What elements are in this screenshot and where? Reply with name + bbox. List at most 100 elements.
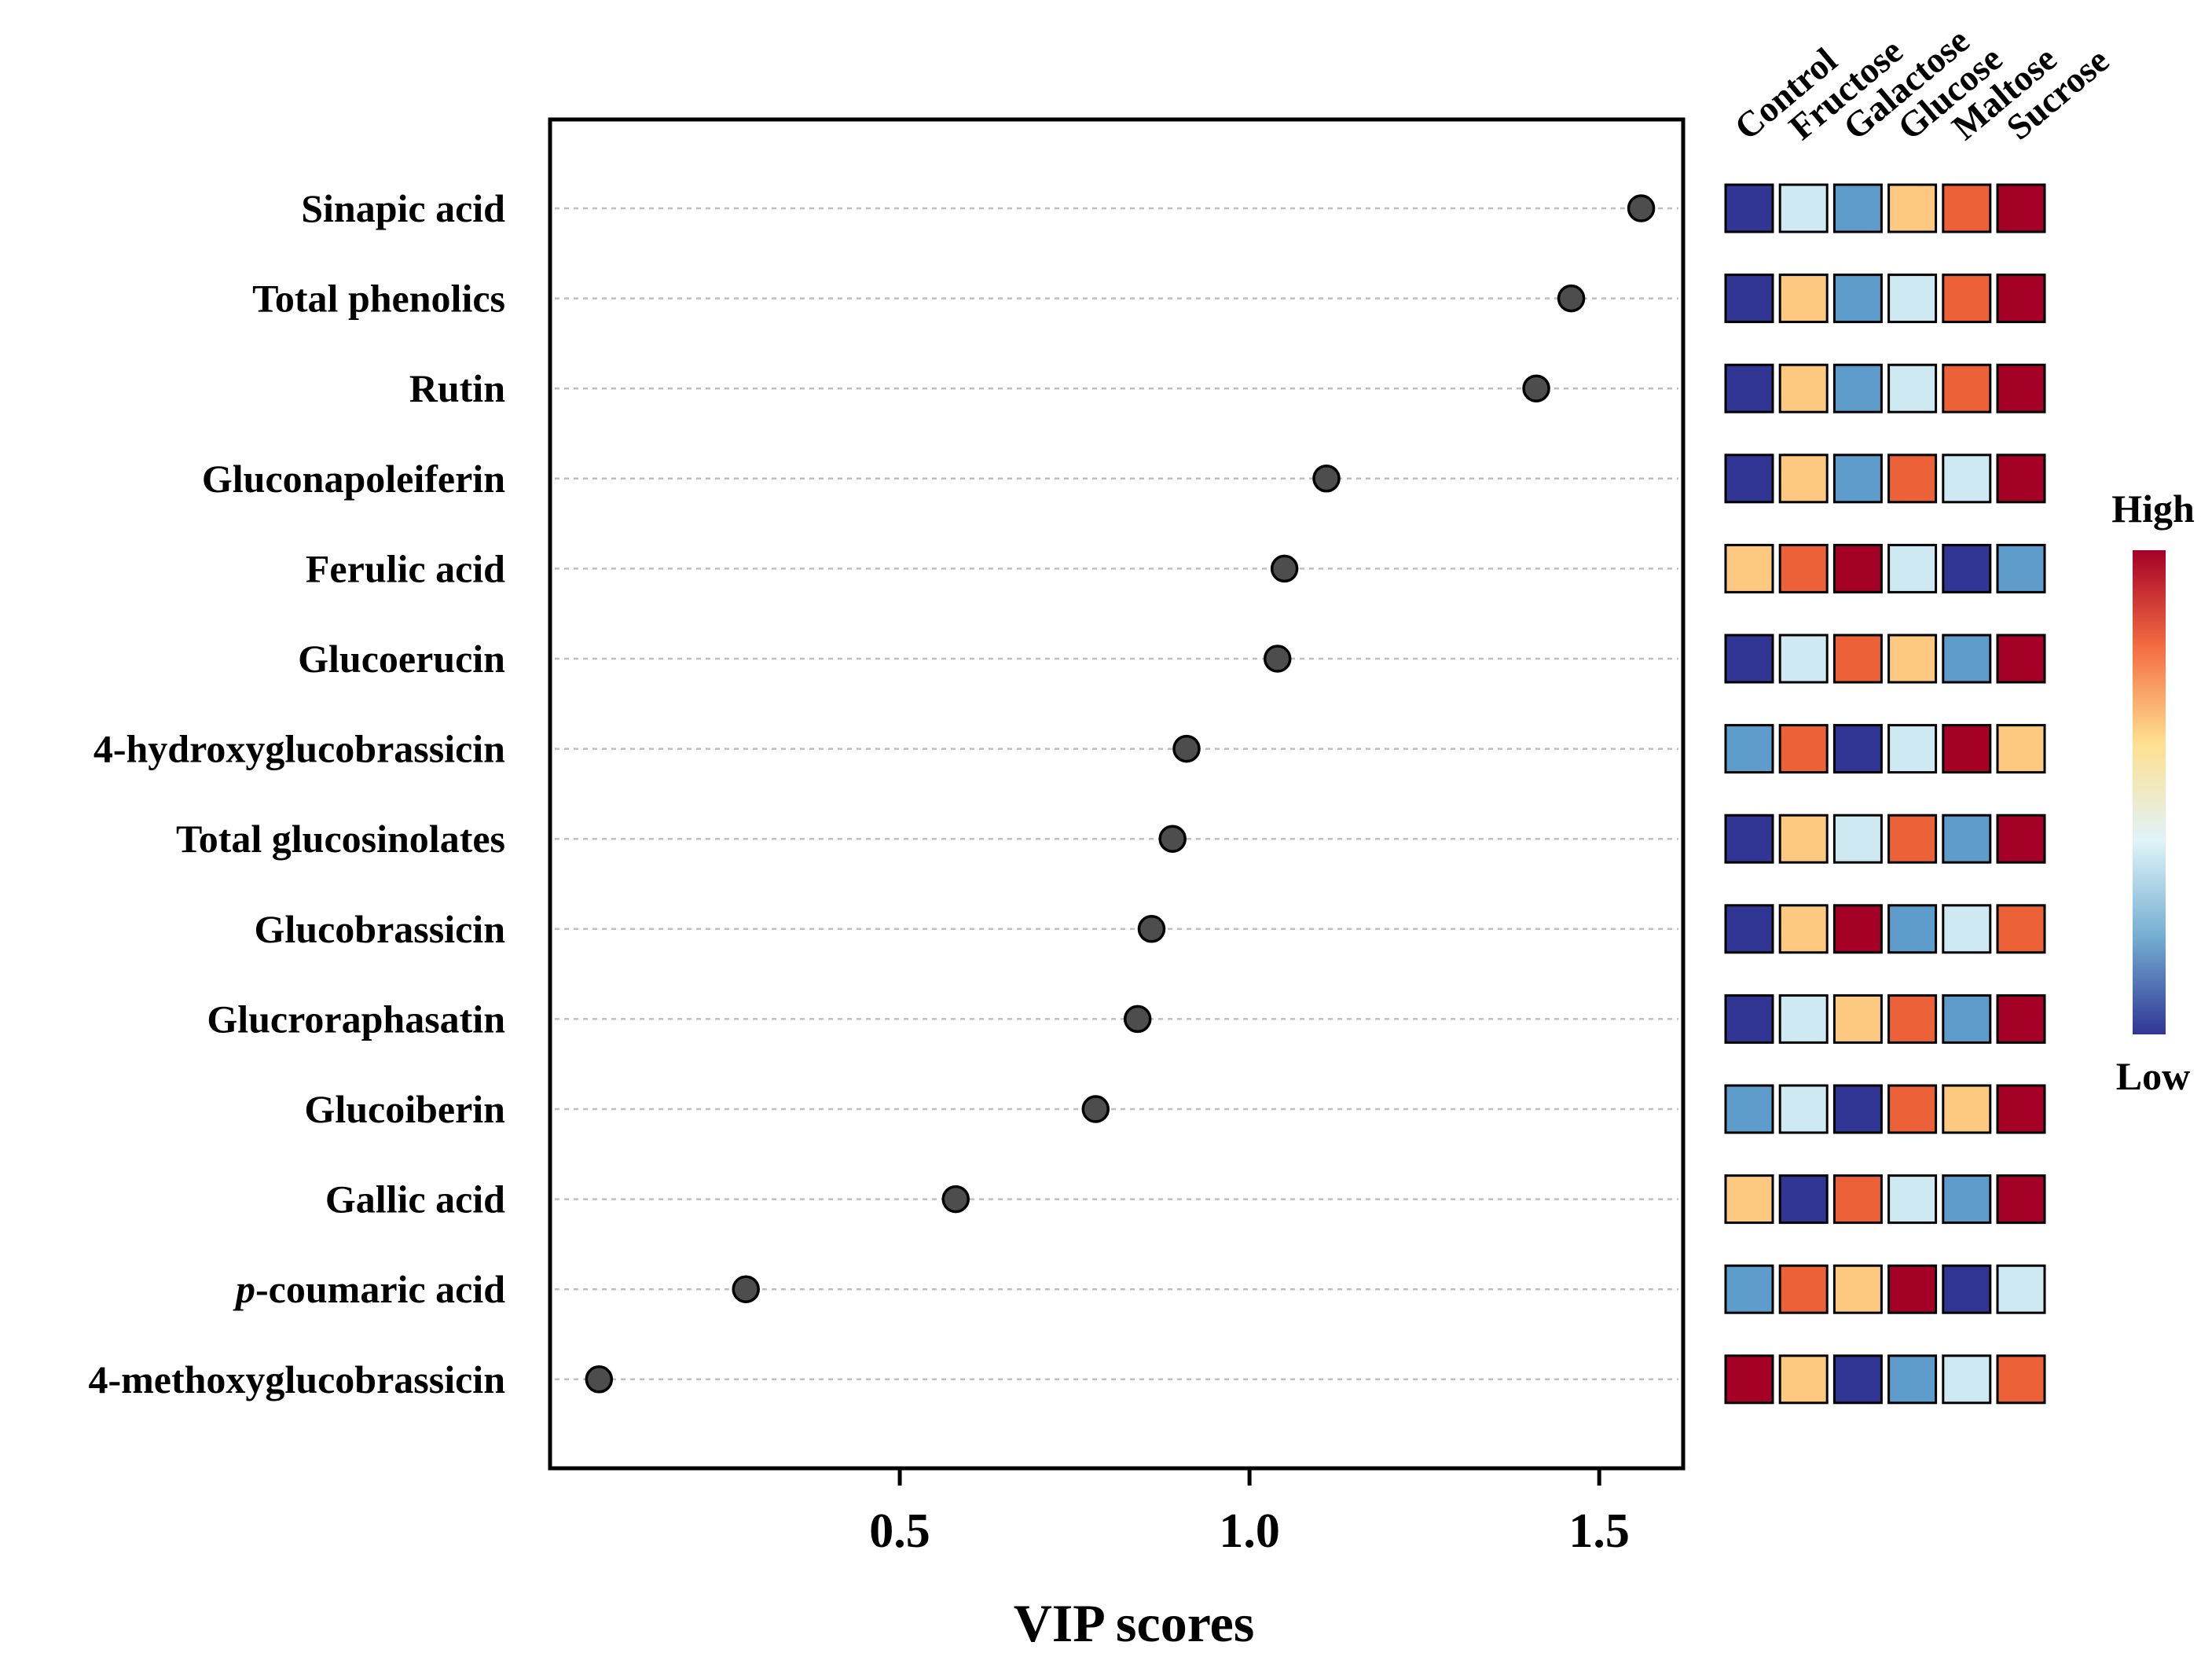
heatmap-cell xyxy=(1942,1264,1992,1314)
heatmap-cell xyxy=(1887,1354,1938,1405)
x-axis-title: VIP scores xyxy=(1014,1593,1255,1653)
heatmap-cell xyxy=(1887,814,1938,864)
heatmap-cell xyxy=(1996,724,2046,774)
heatmap-cell xyxy=(1778,724,1829,774)
heatmap-cell xyxy=(1887,994,1938,1044)
compound-label: Total phenolics xyxy=(252,277,505,321)
heatmap-cell xyxy=(1996,634,2046,684)
heatmap-cell xyxy=(1724,814,1774,864)
heatmap-cell xyxy=(1887,274,1938,324)
compound-label: p-coumaric acid xyxy=(233,1267,505,1311)
heatmap-cell xyxy=(1832,634,1883,684)
heatmap-cell xyxy=(1996,814,2046,864)
heatmap-cell xyxy=(1942,724,1992,774)
heatmap-cell xyxy=(1778,634,1829,684)
heatmap-cell xyxy=(1724,1174,1774,1225)
heatmap-cell xyxy=(1942,183,1992,233)
heatmap-cell xyxy=(1887,1084,1938,1134)
heatmap-cell xyxy=(1832,543,1883,593)
heatmap-cell xyxy=(1887,454,1938,504)
vip-point xyxy=(941,1185,970,1214)
heatmap-cell xyxy=(1832,814,1883,864)
heatmap-cell xyxy=(1778,994,1829,1044)
compound-label: 4-methoxyglucobrassicin xyxy=(88,1357,505,1401)
x-tick-label: 1.5 xyxy=(1568,1504,1630,1558)
heatmap-cell xyxy=(1942,634,1992,684)
vip-point xyxy=(1263,645,1292,673)
heatmap-cell xyxy=(1942,363,1992,413)
heatmap-cell xyxy=(1996,274,2046,324)
heatmap-cell xyxy=(1887,543,1938,593)
compound-label: Gallic acid xyxy=(325,1177,505,1221)
heatmap-cell xyxy=(1996,1174,2046,1225)
vip-point xyxy=(1522,374,1550,402)
heatmap-cell xyxy=(1942,274,1992,324)
heatmap-cell xyxy=(1832,363,1883,413)
legend-high-label: High xyxy=(2111,487,2195,531)
x-axis: 0.5 1.0 1.5 xyxy=(869,1468,1630,1558)
heatmap-cell xyxy=(1996,363,2046,413)
heatmap-cell xyxy=(1942,543,1992,593)
heatmap-cell xyxy=(1778,1264,1829,1314)
heatmap-cell xyxy=(1832,1264,1883,1314)
heatmap-cell xyxy=(1778,363,1829,413)
vip-point xyxy=(1172,734,1201,763)
color-legend: High Low xyxy=(2111,487,2195,1098)
vip-points xyxy=(585,194,1656,1394)
compound-label: Glucoiberin xyxy=(304,1087,505,1131)
heatmap-cell xyxy=(1724,904,1774,954)
legend-gradient-bar xyxy=(2133,550,2166,1034)
heatmap-cell xyxy=(1887,183,1938,233)
heatmap-cell xyxy=(1832,1354,1883,1405)
vip-point xyxy=(1123,1005,1152,1034)
heatmap-cell xyxy=(1996,904,2046,954)
legend-low-label: Low xyxy=(2116,1054,2190,1098)
vip-point xyxy=(1081,1095,1110,1123)
heatmap-cell xyxy=(1996,454,2046,504)
heatmap-cell xyxy=(1778,1354,1829,1405)
heatmap-cell xyxy=(1887,724,1938,774)
vip-point xyxy=(1627,194,1656,222)
compound-label: Glucoerucin xyxy=(298,637,505,681)
heatmap-cell xyxy=(1887,1174,1938,1225)
x-tick-label: 1.0 xyxy=(1219,1504,1280,1558)
heatmap-cell xyxy=(1724,1354,1774,1405)
heatmap-cell xyxy=(1887,904,1938,954)
heatmap-cell xyxy=(1887,634,1938,684)
heatmap-cell xyxy=(1942,814,1992,864)
compound-label: 4-hydroxyglucobrassicin xyxy=(94,727,505,771)
x-tick-label: 0.5 xyxy=(869,1504,930,1558)
heatmap-cell xyxy=(1724,274,1774,324)
heatmap-cell xyxy=(1724,1084,1774,1134)
heatmap-cell xyxy=(1832,904,1883,954)
heatmap-cell xyxy=(1942,1084,1992,1134)
heatmap-cell xyxy=(1996,1354,2046,1405)
heatmap-cell xyxy=(1778,274,1829,324)
heatmap-cell xyxy=(1996,183,2046,233)
heatmap-cell xyxy=(1996,543,2046,593)
heatmap-cell xyxy=(1832,724,1883,774)
compound-label: Glucobrassicin xyxy=(255,907,506,951)
vip-point xyxy=(585,1365,614,1394)
compound-label: Total glucosinolates xyxy=(176,817,505,861)
vip-point xyxy=(1312,465,1341,493)
heatmap-cell xyxy=(1832,454,1883,504)
heatmap-cell xyxy=(1996,1264,2046,1314)
heatmap-cell xyxy=(1942,994,1992,1044)
vip-point xyxy=(1270,554,1299,583)
heatmap-cell xyxy=(1832,1174,1883,1225)
compound-label: Ferulic acid xyxy=(306,546,505,590)
heatmap-cell xyxy=(1832,183,1883,233)
vip-point xyxy=(1137,915,1166,943)
heatmap-cell xyxy=(1832,994,1883,1044)
heatmap-cell xyxy=(1887,363,1938,413)
vip-point xyxy=(732,1275,760,1303)
group-labels: ControlFructoseGalactoseGlucoseMaltoseSu… xyxy=(1727,20,2117,147)
heatmap-cell xyxy=(1724,994,1774,1044)
compound-labels: Sinapic acid Total phenolics Rutin Gluconap… xyxy=(88,186,505,1401)
compound-label: Glucroraphasatin xyxy=(207,997,505,1041)
heatmap-cell xyxy=(1832,1084,1883,1134)
heatmap-cell xyxy=(1778,454,1829,504)
heatmap-cell xyxy=(1778,1084,1829,1134)
